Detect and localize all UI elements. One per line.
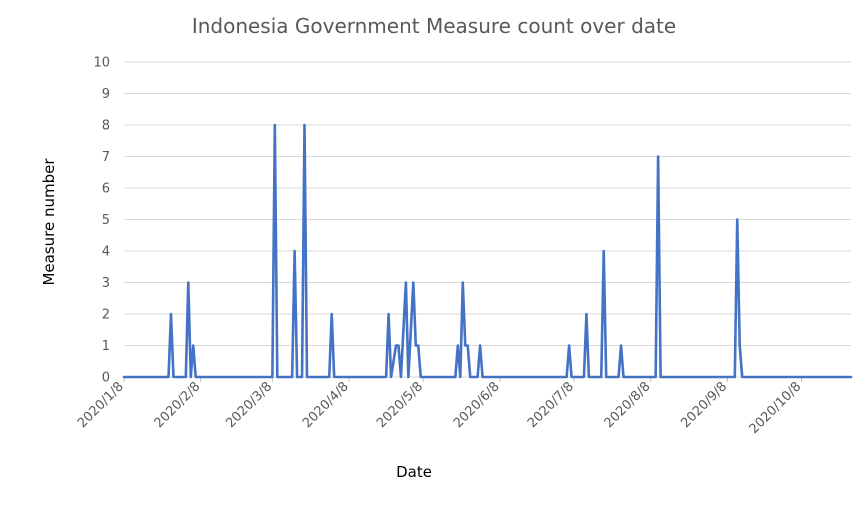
x-tick-label: 2020/9/8 bbox=[678, 379, 730, 431]
x-tick-label: 2020/6/8 bbox=[451, 379, 503, 431]
y-tick-label: 7 bbox=[102, 150, 110, 165]
x-tick-label: 2020/5/8 bbox=[374, 379, 426, 431]
y-tick-label: 3 bbox=[102, 276, 110, 291]
y-tick-label: 6 bbox=[102, 182, 110, 197]
x-tick-label: 2020/10/8 bbox=[747, 379, 805, 437]
series-line-0 bbox=[122, 123, 853, 379]
y-tick-label: 2 bbox=[102, 308, 110, 323]
y-tick-label: 9 bbox=[102, 87, 110, 102]
x-tick-label: 2020/1/8 bbox=[75, 379, 127, 431]
x-tick-label: 2020/3/8 bbox=[223, 379, 275, 431]
x-tick-label: 2020/7/8 bbox=[525, 379, 577, 431]
x-axis-title: Date bbox=[396, 463, 432, 481]
x-tick-label: 2020/2/8 bbox=[152, 379, 204, 431]
y-tick-label: 4 bbox=[102, 245, 110, 260]
x-tick-label: 2020/8/8 bbox=[602, 379, 654, 431]
y-tick-label: 8 bbox=[102, 119, 110, 134]
y-tick-label: 10 bbox=[93, 56, 110, 71]
y-tick-label: 5 bbox=[102, 213, 110, 228]
y-tick-label: 0 bbox=[102, 371, 110, 386]
y-tick-label: 1 bbox=[102, 339, 110, 354]
x-tick-label: 2020/4/8 bbox=[300, 379, 352, 431]
chart-title: Indonesia Government Measure count over … bbox=[191, 14, 677, 38]
